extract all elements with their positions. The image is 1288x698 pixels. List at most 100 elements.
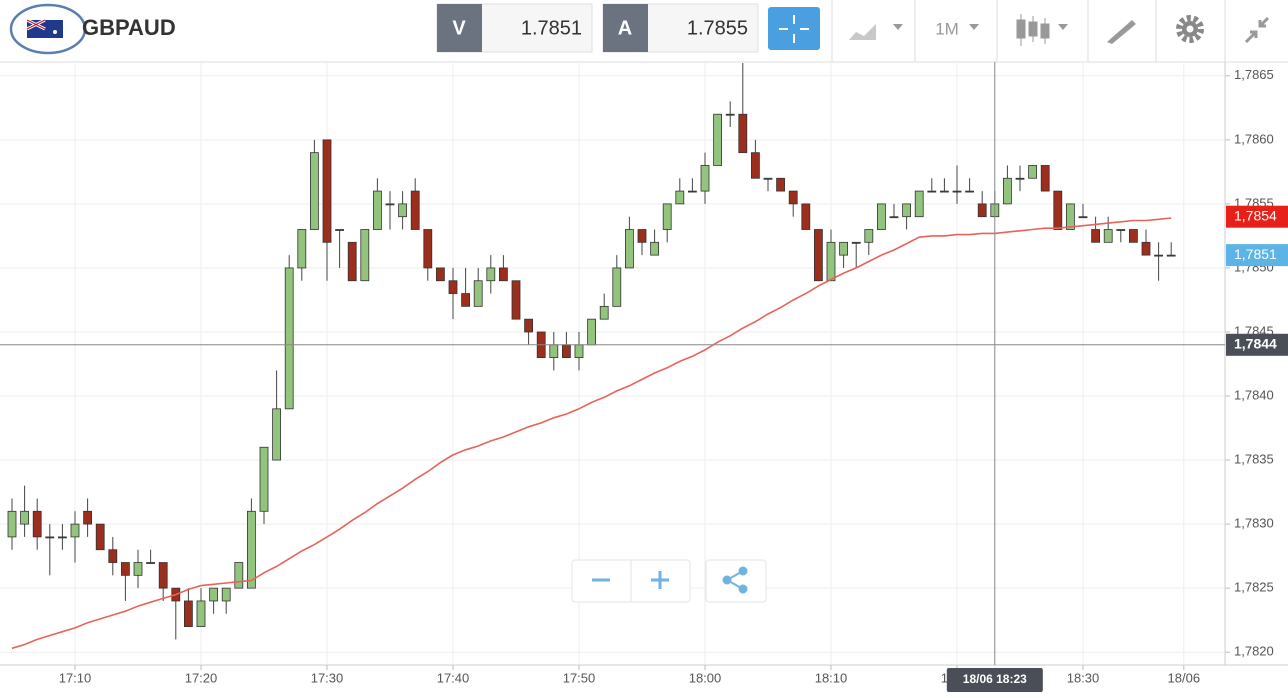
gear-teeth [1176,15,1204,43]
candle-body [498,267,508,282]
price-marker [1226,244,1288,267]
chart-type-menu[interactable] [849,24,903,40]
y-tick-label: 1,7825 [1234,580,1274,595]
x-tick-label: 18/06 [1168,670,1201,685]
candle-body [914,190,924,218]
candle-body [625,229,634,269]
candle-style-menu[interactable] [1016,14,1068,46]
candle-body [32,510,42,538]
candle-body [1028,165,1037,179]
flag-highlight [9,3,87,55]
share[interactable] [722,566,748,594]
x-tick-label: 18:10 [815,670,848,685]
sell-label: V [452,17,466,39]
candle-body [1141,241,1151,256]
crosshair-price-tag [1226,333,1288,356]
candle-body [133,562,143,576]
candle-body [347,241,357,282]
candle-body [700,165,710,192]
candle-body [788,190,798,205]
candle-body [297,229,307,269]
settings[interactable] [1176,15,1204,43]
crosshair-time-label: 18/06 18:23 [963,672,1027,686]
candle-body [1040,165,1050,192]
moving-average [11,217,1172,650]
candle-body [1103,229,1113,243]
candle-body [952,190,962,193]
candle-body [7,510,17,538]
candle-body [309,152,319,230]
candle-body [1166,254,1176,257]
candle-body [121,562,130,576]
dropdown-arrow [893,24,903,30]
candle-body [814,229,823,282]
timeframe-menu[interactable]: 1M [935,19,979,38]
candle-body [1116,229,1126,231]
candle-body [826,241,836,282]
candle-body [372,190,382,230]
candle-body [675,190,685,205]
grid [0,62,1225,665]
candle-body [574,344,584,358]
candle-body [864,229,874,243]
x-tick-label: 17:30 [311,670,344,685]
candle-body [473,280,483,307]
candle-body [58,536,67,539]
crosshair-price-label: 1,7844 [1234,335,1277,351]
candle-body [599,305,609,320]
sell-price: 1.7851 [521,17,582,39]
x-tick-label: 17:20 [185,670,218,685]
zoom-controls [571,559,767,603]
zoom-in[interactable] [651,571,669,589]
candle-body [776,177,785,192]
candle-body [70,523,80,538]
candle-body [360,229,370,282]
candle-body [183,600,193,627]
timeframe: 1M [935,19,959,38]
candle-body [95,523,105,551]
buy-box[interactable]: A 1.7855 [602,3,759,53]
x-tick-label: 17:50 [563,670,596,685]
candle-body [1053,190,1063,230]
collapse[interactable] [1244,16,1270,44]
price-marker-label: 1,7854 [1234,207,1277,223]
candle-body [410,190,420,230]
candle-body [927,190,937,193]
y-tick-label: 1,7840 [1234,387,1274,402]
crosshair-icon [779,15,809,43]
candle-body [1015,177,1025,180]
candle-body [662,203,672,230]
candle-body [461,293,471,307]
candle-body [801,203,811,230]
candle-body [196,600,206,627]
drawing-tool[interactable] [1107,20,1136,44]
candle-body [977,203,987,218]
candle-body [587,318,596,346]
buy-price: 1.7855 [687,17,748,39]
sell-box[interactable]: V 1.7851 [436,3,593,53]
candle-body [738,113,748,154]
flag[interactable] [9,3,87,55]
x-tick-label: 17:40 [437,670,470,685]
candle-body [562,344,571,358]
crosshair-button[interactable] [768,7,820,50]
candle-body [448,280,458,294]
candle-body [902,203,911,218]
x-tick-label: 18:00 [689,670,722,685]
candle-body [158,562,168,589]
y-tick-label: 1,7865 [1234,67,1274,82]
candle-body [221,587,231,602]
candle-body [234,562,244,589]
candle-body [1078,216,1088,219]
candle-body [1154,254,1163,257]
y-tick-label: 1,7820 [1234,644,1274,659]
candle-body [1129,229,1138,243]
candle-body [889,216,899,219]
candle-body [650,241,659,256]
candle-body [549,344,559,358]
candle-body [763,177,773,180]
toolbar-separators [831,0,1226,62]
y-tick-label: 1,7835 [1234,452,1274,467]
